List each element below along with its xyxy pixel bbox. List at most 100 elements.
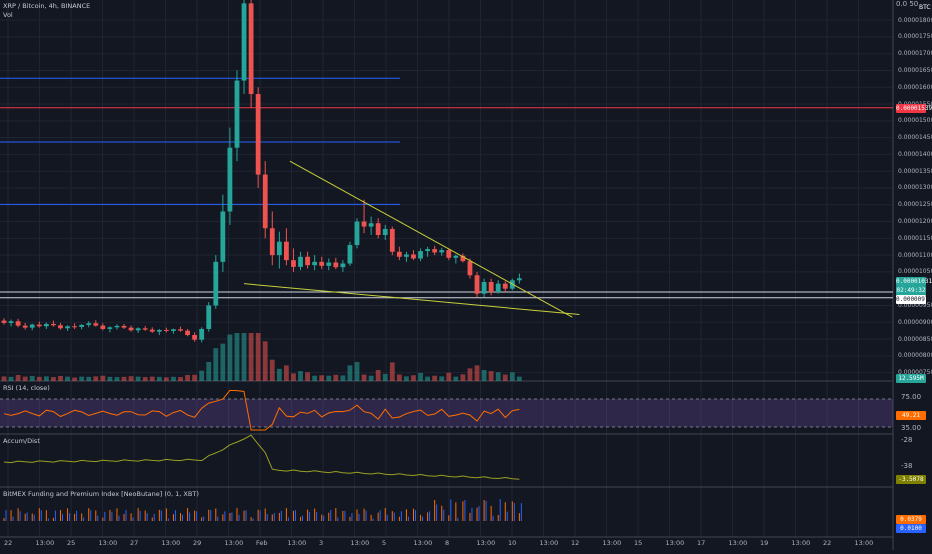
candle-body — [495, 283, 501, 293]
volume-bar — [368, 375, 374, 381]
volume-bar — [411, 375, 416, 381]
candle-body — [86, 323, 92, 325]
candle-body — [100, 325, 106, 329]
volume-bar — [93, 376, 99, 381]
candle-body — [149, 329, 155, 332]
candle-body — [22, 325, 28, 328]
candle-body — [262, 174, 268, 229]
time-tick-label: 12 — [571, 539, 580, 547]
candle-body — [213, 261, 219, 306]
volume-bar — [389, 362, 395, 381]
candle-body — [15, 321, 21, 326]
price-tick-label: 0.00000800 — [898, 352, 932, 360]
volume-bar — [86, 376, 92, 381]
volume-bar — [495, 372, 501, 381]
volume-bar — [51, 377, 56, 381]
candles — [1, 0, 522, 343]
volume-bar — [79, 376, 85, 381]
axis-unit-label: BTC — [919, 3, 931, 12]
volume-bar — [29, 375, 35, 381]
candle-body — [305, 256, 310, 266]
candle-body — [36, 324, 42, 327]
volume-bar — [241, 333, 247, 381]
volume-bar — [128, 376, 134, 381]
candle-body — [291, 260, 296, 267]
symbol-title[interactable]: XRP / Bitcoin, 4h, BINANCE — [3, 2, 91, 10]
candle-body — [107, 327, 113, 329]
funding-value-tag: 0.0379 — [896, 515, 926, 524]
price-tick-label: 0.00001650 — [898, 66, 932, 74]
volume-bar — [248, 333, 254, 381]
volume-bar — [453, 376, 459, 381]
volume-bar — [432, 375, 438, 381]
time-tick-label: 5 — [382, 539, 387, 547]
volume-bar — [255, 333, 261, 381]
rsi-line — [3, 389, 520, 431]
accum-dist-legend[interactable]: Accum/Dist — [3, 437, 40, 445]
volume-bar — [178, 377, 183, 381]
price-tick-label: 0.00001300 — [898, 184, 932, 192]
candle-body — [72, 326, 77, 328]
price-tick-label: 0.00001600 — [898, 83, 932, 91]
time-tick-label: 13:00 — [476, 539, 496, 547]
volume-bar — [467, 368, 473, 381]
candle-body — [276, 241, 282, 256]
candle-body — [135, 328, 141, 331]
bar-countdown-tag: 02:49:32 — [896, 286, 926, 295]
accum-dist-pane — [3, 434, 520, 480]
time-tick-label: 13:00 — [35, 539, 55, 547]
volume-bar — [305, 372, 310, 381]
candle-body — [43, 323, 49, 327]
time-tick-label: 13:00 — [350, 539, 370, 547]
candle-body — [382, 228, 388, 235]
price-tick-label: 0.00001800 — [898, 16, 932, 24]
candle-body — [284, 241, 289, 261]
rsi-tick-75: 75.00 — [901, 393, 922, 401]
candle-body — [389, 228, 395, 252]
rsi-legend[interactable]: RSI (14, close) — [3, 384, 50, 392]
volume-bar — [1, 376, 7, 381]
vol-legend[interactable]: Vol — [3, 11, 13, 19]
volume-bar — [114, 377, 120, 381]
ad-tick-38: -38 — [901, 462, 913, 470]
candle-body — [234, 80, 240, 148]
candle-body — [326, 262, 332, 266]
time-tick-label: 13:00 — [539, 539, 559, 547]
candle-body — [368, 223, 374, 227]
volume-bar — [396, 374, 402, 381]
volume-bar — [291, 373, 296, 381]
volume-bar — [149, 376, 155, 381]
accum-dist-line — [3, 434, 520, 480]
time-tick-label: 22 — [4, 539, 13, 547]
candle-body — [206, 305, 212, 329]
volume-bar — [121, 376, 127, 381]
price-tick-label: 0.00001100 — [898, 251, 932, 259]
volume-bar — [474, 365, 480, 381]
candle-body — [58, 325, 63, 329]
time-tick-label: 22 — [823, 539, 832, 547]
candle-body — [474, 275, 480, 294]
candle-body — [1, 320, 7, 323]
price-tick-label: 0.00001750 — [898, 33, 932, 41]
volume-bar — [425, 376, 430, 381]
volume-bar — [269, 359, 275, 381]
volume-bar — [72, 377, 77, 381]
volume-bar — [488, 371, 494, 381]
time-tick-label: 3 — [319, 539, 324, 547]
trendline — [289, 160, 573, 318]
candle-body — [488, 281, 494, 293]
volume-bar — [43, 376, 49, 381]
last-price-tag: 0.00001031 — [896, 277, 932, 286]
rsi-value-tag: 49.21 — [896, 411, 926, 420]
time-tick-label: 29 — [193, 539, 202, 547]
volume-bar — [234, 333, 240, 381]
funding-legend[interactable]: BitMEX Funding and Premium Index [NeoBut… — [3, 490, 199, 498]
candle-body — [425, 249, 430, 252]
candle-body — [51, 323, 56, 326]
candle-body — [8, 321, 14, 323]
volume-value-tag: 12.595M — [896, 374, 926, 383]
price-tick-label: 0.00001500 — [898, 117, 932, 125]
time-tick-label: Feb — [256, 539, 268, 547]
volume-bar — [276, 368, 282, 381]
